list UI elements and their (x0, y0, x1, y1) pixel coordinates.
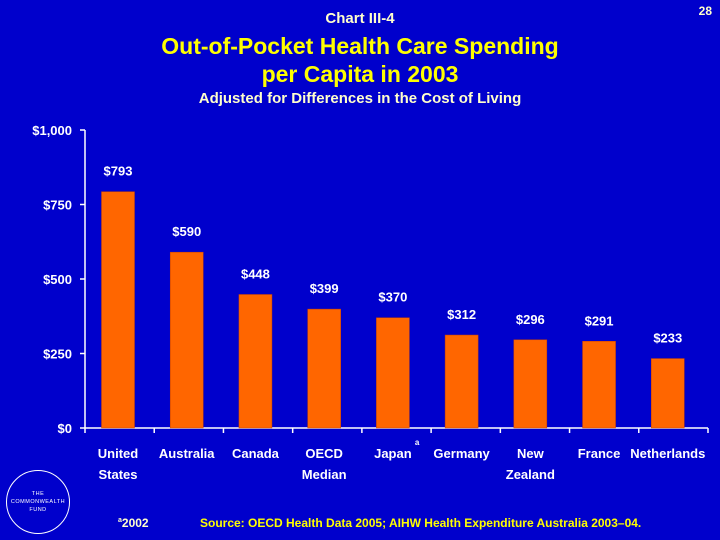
bar (376, 317, 410, 429)
y-tick-label: $1,000 (32, 123, 72, 138)
x-tick-label: Zealand (506, 467, 555, 482)
y-tick-label: $0 (58, 421, 72, 436)
category-footnote-marker: a (415, 438, 420, 447)
x-tick-label: Canada (232, 446, 280, 461)
data-label: $793 (104, 164, 133, 179)
x-tick-label: Australia (159, 446, 215, 461)
y-tick-label: $750 (43, 198, 72, 213)
bar (582, 341, 616, 429)
bar (307, 308, 341, 429)
commonwealth-fund-logo: THE COMMONWEALTH FUND (6, 470, 70, 534)
bar (651, 358, 685, 429)
bar (444, 334, 479, 429)
chart-label: Chart III-4 (325, 10, 395, 27)
data-label: $448 (241, 266, 270, 281)
bar (238, 294, 273, 429)
source-note: Source: OECD Health Data 2005; AIHW Heal… (200, 516, 642, 530)
x-tick-label: New (517, 446, 545, 461)
x-tick-label: States (98, 467, 137, 482)
data-label: $399 (310, 281, 339, 296)
x-tick-label: United (98, 446, 139, 461)
x-tick-label: OECD (305, 446, 343, 461)
logo-line: FUND (29, 507, 47, 513)
title-line-2: per Capita in 2003 (261, 61, 459, 87)
chart-subtitle: Adjusted for Differences in the Cost of … (198, 90, 522, 107)
title-line-1: Out-of-Pocket Health Care Spending (161, 33, 559, 59)
y-tick-label: $250 (43, 347, 72, 362)
data-label: $296 (516, 312, 545, 327)
logo-line: THE (31, 491, 45, 497)
x-tick-label: Median (302, 467, 347, 482)
y-tick-label: $500 (43, 272, 72, 287)
x-tick-label: Japan (374, 446, 412, 461)
x-tick-label: Netherlands (630, 446, 705, 461)
logo-line: COMMONWEALTH (10, 499, 66, 505)
bar (101, 191, 135, 429)
footnote-marker: a (118, 517, 122, 524)
bar (169, 251, 204, 429)
data-label: $590 (172, 224, 201, 239)
data-label: $233 (653, 331, 682, 346)
data-label: $291 (585, 313, 614, 328)
bar (513, 339, 548, 429)
x-tick-label: Germany (433, 446, 490, 461)
data-label: $312 (447, 307, 476, 322)
data-label: $370 (378, 290, 407, 305)
page-number: 28 (698, 4, 712, 18)
footnote: a2002 (118, 516, 149, 530)
chart-title: Out-of-Pocket Health Care Spending per C… (80, 32, 640, 88)
x-tick-label: France (578, 446, 621, 461)
footnote-text: 2002 (121, 516, 149, 530)
